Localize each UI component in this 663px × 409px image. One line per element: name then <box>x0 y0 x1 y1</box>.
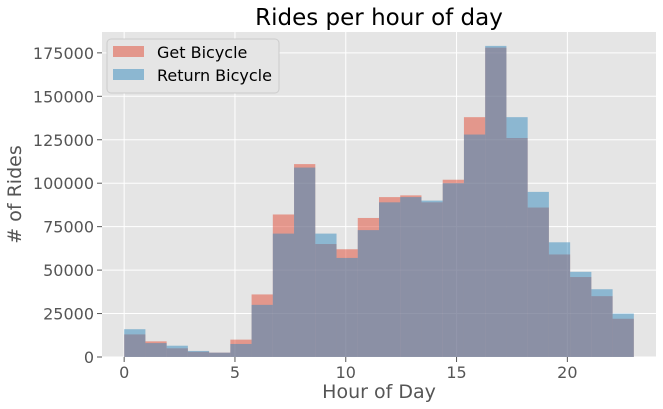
bar-return-bicycle-19 <box>527 191 549 357</box>
chart-title: Rides per hour of day <box>255 5 503 31</box>
bar-return-bicycle-8 <box>294 167 316 357</box>
bar-return-bicycle-16 <box>463 134 486 357</box>
x-tick-label: 15 <box>446 363 466 382</box>
x-tick-label: 20 <box>557 363 577 382</box>
bar-return-bicycle-7 <box>272 233 295 357</box>
y-tick-label: 25000 <box>43 305 94 324</box>
y-tick-label: 150000 <box>33 87 94 106</box>
y-tick-label: 0 <box>84 348 94 367</box>
bar-return-bicycle-0 <box>124 329 146 357</box>
legend-swatch-get-bicycle <box>113 46 144 57</box>
bar-return-bicycle-1 <box>145 343 167 357</box>
bar-return-bicycle-10 <box>336 257 358 357</box>
x-tick-label: 0 <box>119 363 129 382</box>
bar-return-bicycle-15 <box>442 183 464 357</box>
bar-return-bicycle-5 <box>230 343 252 357</box>
bars <box>124 45 634 357</box>
bar-return-bicycle-2 <box>166 345 188 357</box>
y-tick-label: 75000 <box>43 218 94 237</box>
bar-return-bicycle-23 <box>612 313 634 357</box>
bar-return-bicycle-17 <box>485 45 507 357</box>
bar-return-bicycle-11 <box>357 230 379 357</box>
bar-return-bicycle-14 <box>421 200 443 357</box>
y-tick-label: 175000 <box>33 44 94 63</box>
bar-return-bicycle-18 <box>506 117 528 357</box>
bar-return-bicycle-13 <box>400 197 422 357</box>
bar-return-bicycle-9 <box>315 233 337 357</box>
x-tick-label: 5 <box>230 363 240 382</box>
y-tick-label: 125000 <box>33 131 94 150</box>
y-axis-label: # of Rides <box>4 145 26 243</box>
legend: Get Bicycle Return Bicycle <box>106 38 280 94</box>
bar-return-bicycle-22 <box>591 289 613 357</box>
bar-return-bicycle-4 <box>209 352 231 357</box>
y-tick-label: 50000 <box>43 261 94 280</box>
bar-return-bicycle-3 <box>187 350 210 357</box>
legend-swatch-return-bicycle <box>113 69 144 80</box>
bar-return-bicycle-21 <box>570 271 592 357</box>
bar-return-bicycle-12 <box>379 202 401 357</box>
legend-label-get-bicycle: Get Bicycle <box>157 43 247 62</box>
bar-return-bicycle-20 <box>548 242 571 357</box>
x-axis-label: Hour of Day <box>322 381 436 403</box>
bar-return-bicycle-6 <box>251 304 273 357</box>
ticks: 0 5 10 15 20 0 25000 50000 75000 100000 125000 1500… <box>33 44 578 382</box>
legend-box <box>106 38 280 94</box>
y-tick-label: 100000 <box>33 174 94 193</box>
legend-label-return-bicycle: Return Bicycle <box>157 66 272 85</box>
x-tick-label: 10 <box>336 363 356 382</box>
